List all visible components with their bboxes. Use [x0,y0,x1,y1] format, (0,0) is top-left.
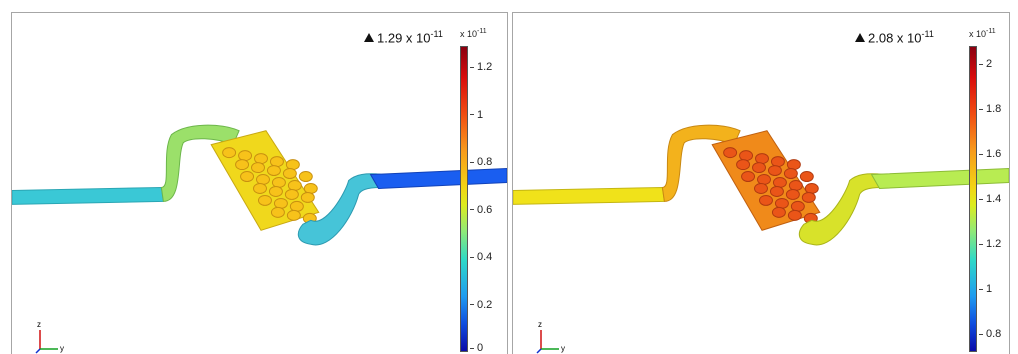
pillar [774,197,789,209]
pillar [289,200,304,212]
pillar [723,147,738,159]
colorbar-left [460,46,468,352]
pillar [258,194,272,206]
colorbar-tick-label: 1.8 [979,103,1001,115]
colorbar-tick-label: 1.4 [979,193,1001,205]
axis-triad-left: z y [35,320,64,354]
pillar [268,185,283,197]
colorbar-tick-label: 0.4 [470,251,492,263]
pillar [269,156,284,168]
max-value-label: 1.29 x 10-11 [364,29,443,45]
axis-z-label: z [37,320,41,329]
pillar [251,162,265,174]
pillar [771,206,786,218]
colorbar-tick-label: 2 [979,58,992,70]
pillar [736,159,751,171]
pillar [222,147,237,159]
pillar [804,183,819,194]
colorbar-tick-label: 0.2 [470,299,492,311]
microfluidic-chip-render-right [513,124,1009,246]
pillar [303,183,318,194]
colorbar-tick-label: 1 [470,109,483,121]
max-marker-icon [364,33,374,43]
colorbar-tick-label: 0.8 [470,156,492,168]
pillar [235,159,250,171]
colorbar-tick-label: 0 [470,342,483,354]
plot-panel-right[interactable]: 2.08 x 10-11 x 10-11 2 1.8 1.6 1.4 1.2 1 0.8 z… [512,12,1010,354]
s-bend-inlet-right [661,124,741,202]
pillar [772,177,787,188]
s-bend-inlet-left [160,124,240,202]
axis-triad-right: z y [536,320,565,354]
axis-z-label: z [538,320,542,329]
inlet-channel-left [12,186,164,205]
colorbar-tick-label: 1.2 [979,238,1001,250]
pillar [757,174,771,185]
pillar [256,174,270,185]
pillar [783,168,798,180]
pillar [739,150,754,162]
pillar [273,197,288,209]
colorbar-tick-label: 1.2 [470,61,492,73]
colorbar-ticks-left: 1.2 1 0.8 0.6 0.4 0.2 0 [470,46,500,354]
pillar [300,191,315,203]
pillar [270,206,285,218]
axis-y-label: y [60,344,64,353]
pillar [787,209,802,221]
pillar [254,153,268,165]
pillar-array-left [222,147,318,224]
pillar [253,183,267,194]
pillar [790,200,805,212]
pillar-array-right [723,147,819,224]
pillar [240,171,255,183]
pillar [785,188,800,200]
colorbar-ticks-right: 2 1.8 1.6 1.4 1.2 1 0.8 [979,46,1009,352]
microfluidic-chip-render-left [12,124,507,246]
colorbar-tick-label: 1.6 [979,148,1001,160]
max-marker-icon [855,33,865,43]
pillar [284,188,299,200]
pillar [754,183,768,194]
pillar [755,153,769,165]
axis-y-label: y [561,344,565,353]
pillar [286,209,301,221]
pillar [287,180,302,191]
pillar [282,168,297,180]
colorbar-tick-label: 1 [979,283,992,295]
pillar [786,159,801,171]
pillar [801,191,816,203]
max-value-label: 2.08 x 10-11 [855,29,934,45]
pillar [770,156,785,168]
pillar [266,165,281,177]
pillar [285,159,300,171]
pillar [799,171,814,183]
colorbar-multiplier: x 10-11 [460,28,487,39]
pillar [271,177,286,188]
pillar [238,150,253,162]
pillar [752,162,766,174]
inlet-channel-right [513,186,665,205]
colorbar-multiplier: x 10-11 [969,28,996,39]
s-bend-outlet-left [297,173,384,246]
colorbar-tick-label: 0.6 [470,204,492,216]
pillar [788,180,803,191]
pillar [759,194,773,206]
pillar [769,185,784,197]
pillar [741,171,756,183]
pillar [767,165,782,177]
colorbar-tick-label: 0.8 [979,328,1001,340]
plot-panel-left[interactable]: 1.29 x 10-11 x 10-11 1.2 1 0.8 0.6 0.4 0.2 0 z… [11,12,508,354]
pillar [298,171,313,183]
s-bend-outlet-right [798,173,885,246]
colorbar-right [969,46,977,352]
